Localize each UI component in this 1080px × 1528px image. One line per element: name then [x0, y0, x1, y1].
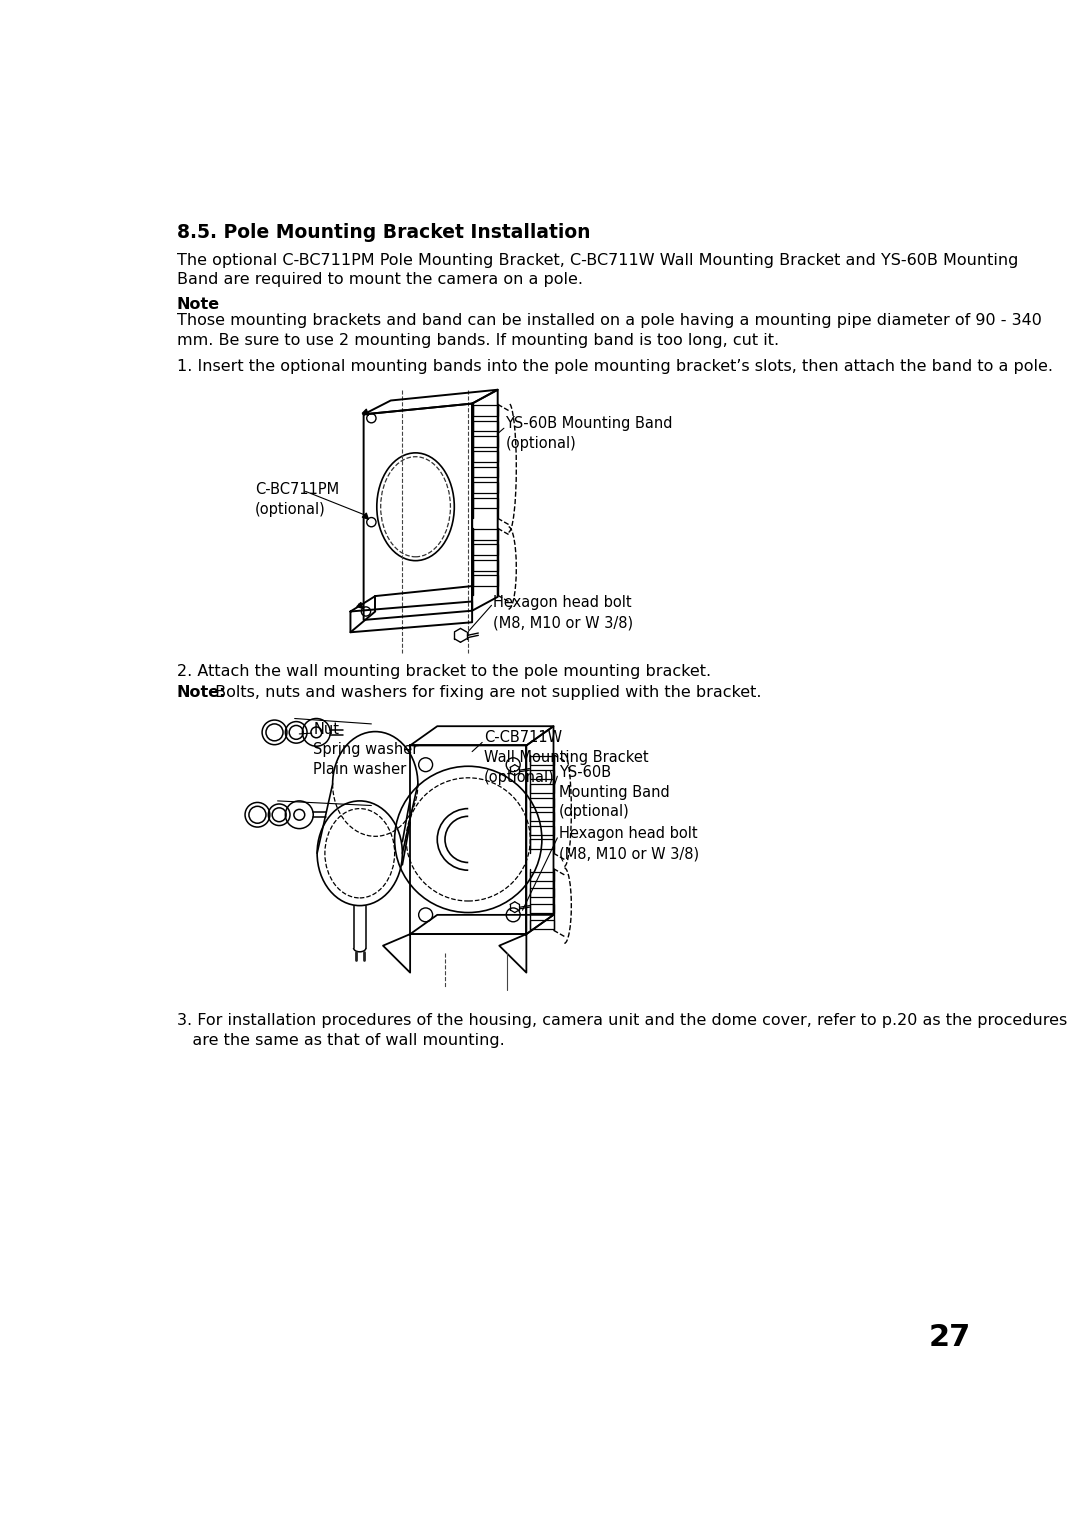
Bar: [473, 498, 498, 509]
Bar: [530, 920, 554, 929]
Text: 1. Insert the optional mounting bands into the pole mounting bracket’s slots, th: 1. Insert the optional mounting bands in…: [177, 359, 1053, 374]
Bar: [473, 575, 498, 587]
Bar: [473, 544, 498, 555]
Text: Note:: Note:: [177, 686, 227, 700]
Text: The optional C-BC711PM Pole Mounting Bracket, C-BC711W Wall Mounting Bracket and: The optional C-BC711PM Pole Mounting Bra…: [177, 252, 1018, 287]
Text: YS-60B
Mounting Band
(optional): YS-60B Mounting Band (optional): [559, 764, 670, 819]
Bar: [530, 811, 554, 821]
Bar: [473, 529, 498, 539]
Text: Note: Note: [177, 298, 220, 312]
Bar: [473, 435, 498, 446]
Bar: [473, 451, 498, 461]
Text: 3. For installation procedures of the housing, camera unit and the dome cover, r: 3. For installation procedures of the ho…: [177, 1013, 1067, 1048]
Bar: [473, 483, 498, 494]
Text: YS-60B Mounting Band
(optional): YS-60B Mounting Band (optional): [505, 416, 673, 451]
Bar: [530, 888, 554, 897]
Bar: [473, 405, 498, 416]
Text: 27: 27: [929, 1323, 971, 1352]
Text: C-CB711W
Wall Mounting Bracket
(optional): C-CB711W Wall Mounting Bracket (optional…: [484, 730, 648, 785]
Bar: [473, 559, 498, 570]
Text: 2. Attach the wall mounting bracket to the pole mounting bracket.: 2. Attach the wall mounting bracket to t…: [177, 663, 711, 678]
Bar: [530, 905, 554, 914]
Bar: [530, 825, 554, 834]
Text: C-BC711PM
(optional): C-BC711PM (optional): [255, 483, 339, 516]
Bar: [530, 770, 554, 779]
Text: 8.5. Pole Mounting Bracket Installation: 8.5. Pole Mounting Bracket Installation: [177, 223, 591, 243]
Text: Hexagon head bolt
(M8, M10 or W 3/8): Hexagon head bolt (M8, M10 or W 3/8): [559, 827, 699, 862]
Text: Hexagon head bolt
(M8, M10 or W 3/8): Hexagon head bolt (M8, M10 or W 3/8): [494, 596, 633, 630]
Text: Those mounting brackets and band can be installed on a pole having a mounting pi: Those mounting brackets and band can be …: [177, 313, 1042, 347]
Text: Nut
Spring washer
Plain washer: Nut Spring washer Plain washer: [313, 723, 419, 776]
Bar: [473, 466, 498, 477]
Bar: [473, 420, 498, 431]
Bar: [530, 872, 554, 882]
Bar: [530, 839, 554, 848]
Bar: [530, 798, 554, 807]
Text: Bolts, nuts and washers for fixing are not supplied with the bracket.: Bolts, nuts and washers for fixing are n…: [211, 686, 761, 700]
Bar: [530, 784, 554, 793]
Bar: [530, 756, 554, 766]
